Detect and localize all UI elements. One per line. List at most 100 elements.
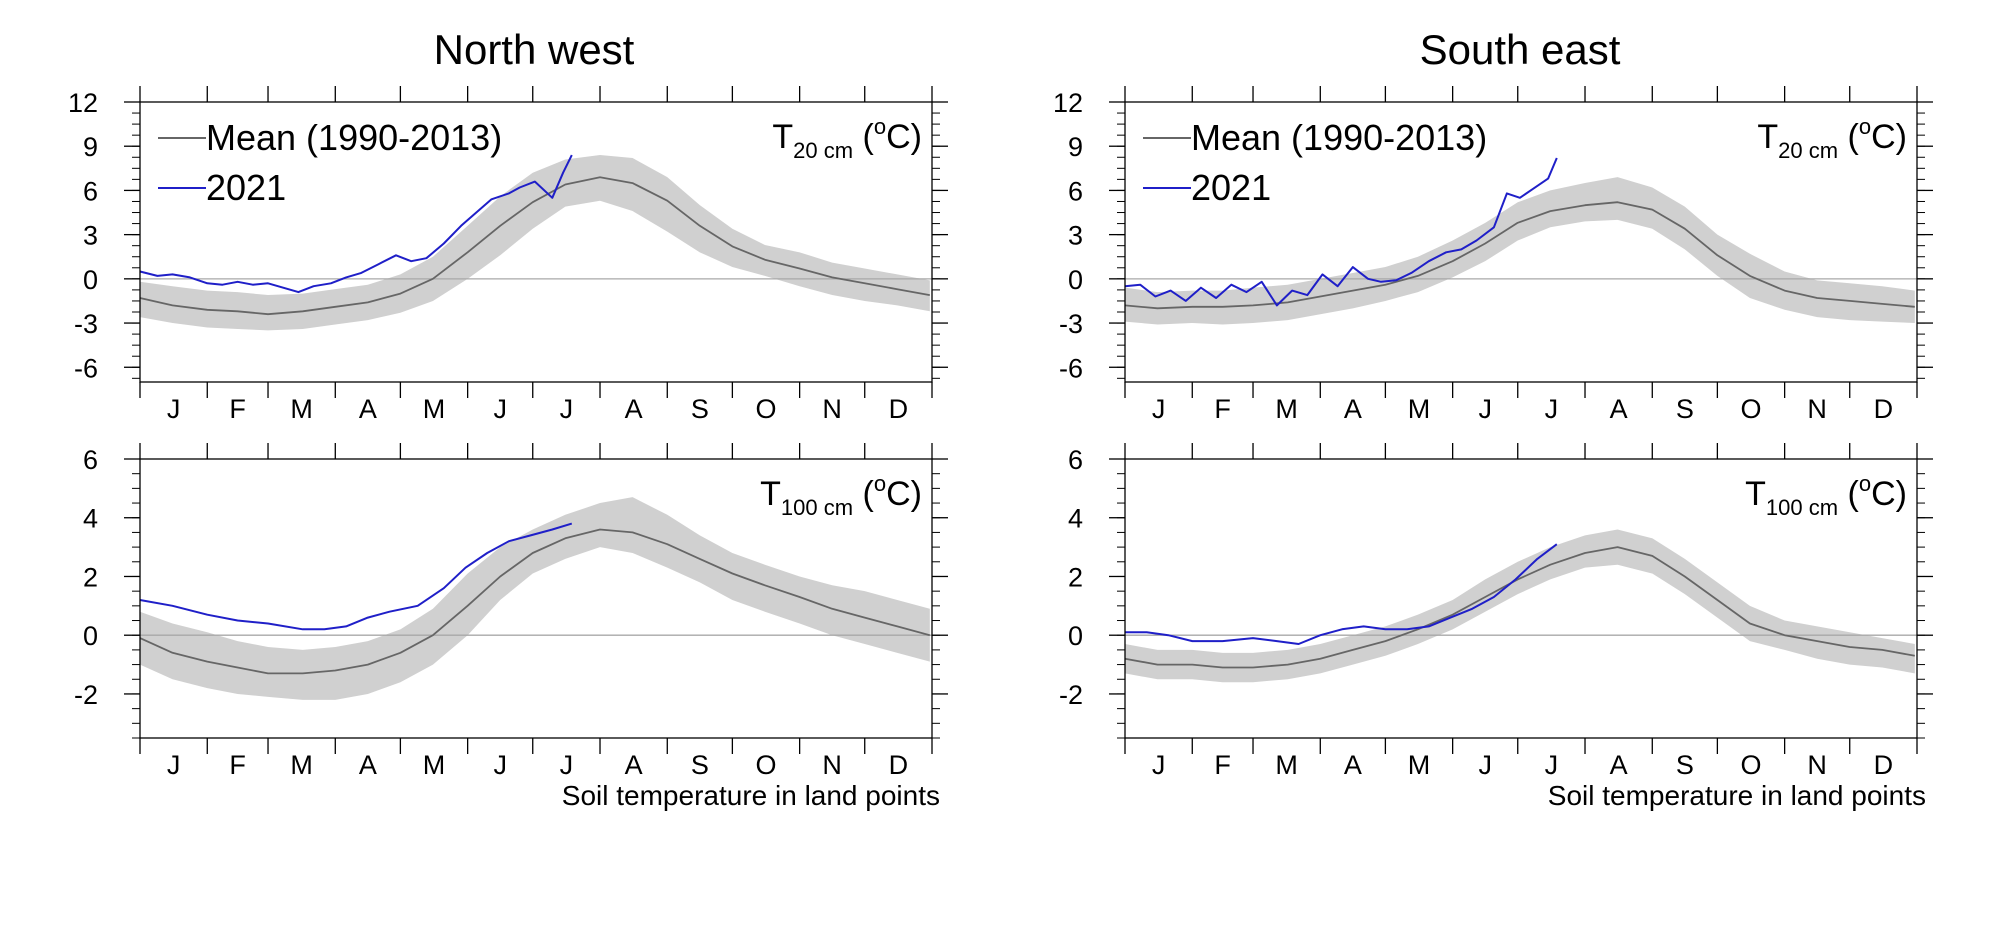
month-tick-label: N bbox=[822, 394, 842, 424]
month-tick-label: J bbox=[1545, 750, 1559, 780]
month-tick-label: F bbox=[1214, 750, 1231, 780]
spread-band bbox=[1125, 529, 1915, 683]
y-tick-label: -6 bbox=[1059, 353, 1083, 383]
y-tick-label: 0 bbox=[83, 621, 98, 651]
month-tick-label: N bbox=[822, 750, 842, 780]
y-tick-label: -3 bbox=[74, 309, 98, 339]
y-tick-label: 0 bbox=[1068, 621, 1083, 651]
y-tick-label: 0 bbox=[1068, 265, 1083, 295]
current-year-line bbox=[1124, 157, 1558, 307]
current-year-line bbox=[139, 154, 573, 294]
y-tick-label: -3 bbox=[1059, 309, 1083, 339]
mean-line bbox=[139, 176, 930, 316]
month-tick-label: N bbox=[1807, 394, 1827, 424]
month-tick-label: F bbox=[229, 750, 246, 780]
y-tick-label: 6 bbox=[1068, 445, 1083, 475]
month-tick-label: J bbox=[1152, 394, 1166, 424]
plot-frame bbox=[139, 458, 933, 739]
month-tick-label: S bbox=[691, 750, 709, 780]
legend-label: Mean (1990-2013) bbox=[206, 117, 502, 158]
y-tick-label: 6 bbox=[83, 445, 98, 475]
y-tick-label: 4 bbox=[83, 504, 98, 534]
month-tick-label: J bbox=[560, 750, 574, 780]
month-tick-label: F bbox=[1214, 394, 1231, 424]
variable-label: T20 cm (oC) bbox=[772, 114, 922, 163]
chart-panel-1: -6 -3 0 3 6 9 12 J F M A M J J A S O N D T20 cm (oC) Mean (1… bbox=[1053, 86, 1933, 424]
spread-band bbox=[140, 155, 930, 331]
y-tick-label: 12 bbox=[68, 88, 98, 118]
month-tick-label: A bbox=[625, 394, 643, 424]
month-tick-label: S bbox=[1676, 394, 1694, 424]
plot-frame bbox=[1124, 458, 1918, 739]
y-tick-label: 2 bbox=[1068, 562, 1083, 592]
xlabel-north-west: Soil temperature in land points bbox=[562, 780, 940, 811]
month-tick-label: D bbox=[889, 394, 909, 424]
month-tick-label: A bbox=[1610, 394, 1628, 424]
y-tick-label: 9 bbox=[1068, 132, 1083, 162]
spread-band bbox=[140, 497, 930, 700]
month-tick-label: J bbox=[560, 394, 574, 424]
month-tick-label: M bbox=[1408, 750, 1431, 780]
variable-label: T20 cm (oC) bbox=[1757, 114, 1907, 163]
month-tick-label: J bbox=[1478, 394, 1492, 424]
xlabel-south-east: Soil temperature in land points bbox=[1548, 780, 1926, 811]
month-tick-label: A bbox=[359, 750, 377, 780]
panel-title-north-west: North west bbox=[434, 26, 635, 73]
month-tick-label: J bbox=[1545, 394, 1559, 424]
mean-line bbox=[1124, 201, 1915, 310]
month-tick-label: J bbox=[1152, 750, 1166, 780]
month-tick-label: M bbox=[423, 750, 446, 780]
month-tick-label: M bbox=[423, 394, 446, 424]
month-tick-label: O bbox=[755, 394, 776, 424]
y-tick-label: 4 bbox=[1068, 504, 1083, 534]
chart-panel-2: -2 0 2 4 6 J F M A M J J A S O N D T100 cm (oC) bbox=[74, 443, 948, 780]
chart-panel-3: -2 0 2 4 6 J F M A M J J A S O N D T100 cm (oC) bbox=[1059, 443, 1933, 780]
y-tick-label: 6 bbox=[1068, 176, 1083, 206]
panel-title-south-east: South east bbox=[1420, 26, 1621, 73]
month-tick-label: A bbox=[1344, 394, 1362, 424]
plot-frame bbox=[139, 101, 933, 383]
y-tick-label: -6 bbox=[74, 353, 98, 383]
month-tick-label: D bbox=[1874, 750, 1894, 780]
month-tick-label: N bbox=[1807, 750, 1827, 780]
spread-band bbox=[1125, 177, 1915, 325]
y-tick-label: -2 bbox=[1059, 680, 1083, 710]
month-tick-label: O bbox=[1740, 394, 1761, 424]
month-tick-label: A bbox=[1610, 750, 1628, 780]
month-tick-label: J bbox=[167, 750, 181, 780]
month-tick-label: J bbox=[167, 394, 181, 424]
y-tick-label: 2 bbox=[83, 562, 98, 592]
legend-label: 2021 bbox=[206, 167, 286, 208]
month-tick-label: J bbox=[493, 750, 507, 780]
y-tick-label: 6 bbox=[83, 176, 98, 206]
month-tick-label: O bbox=[1740, 750, 1761, 780]
month-tick-label: A bbox=[359, 394, 377, 424]
month-tick-label: O bbox=[755, 750, 776, 780]
month-tick-label: M bbox=[1275, 394, 1298, 424]
plot-frame bbox=[1124, 101, 1918, 383]
y-tick-label: -2 bbox=[74, 680, 98, 710]
month-tick-label: S bbox=[691, 394, 709, 424]
month-tick-label: J bbox=[493, 394, 507, 424]
legend-label: Mean (1990-2013) bbox=[1191, 117, 1487, 158]
month-tick-label: A bbox=[1344, 750, 1362, 780]
y-tick-label: 3 bbox=[83, 221, 98, 251]
month-tick-label: M bbox=[290, 750, 313, 780]
mean-line bbox=[1124, 546, 1915, 669]
month-tick-label: A bbox=[625, 750, 643, 780]
y-tick-label: 9 bbox=[83, 132, 98, 162]
variable-label: T100 cm (oC) bbox=[760, 471, 922, 520]
month-tick-label: M bbox=[1275, 750, 1298, 780]
y-tick-label: 0 bbox=[83, 265, 98, 295]
month-tick-label: S bbox=[1676, 750, 1694, 780]
y-tick-label: 12 bbox=[1053, 88, 1083, 118]
legend-label: 2021 bbox=[1191, 167, 1271, 208]
mean-line bbox=[139, 528, 931, 675]
month-tick-label: D bbox=[1874, 394, 1894, 424]
month-tick-label: M bbox=[1408, 394, 1431, 424]
month-tick-label: J bbox=[1478, 750, 1492, 780]
current-year-line bbox=[139, 522, 573, 631]
variable-label: T100 cm (oC) bbox=[1745, 471, 1907, 520]
month-tick-label: F bbox=[229, 394, 246, 424]
